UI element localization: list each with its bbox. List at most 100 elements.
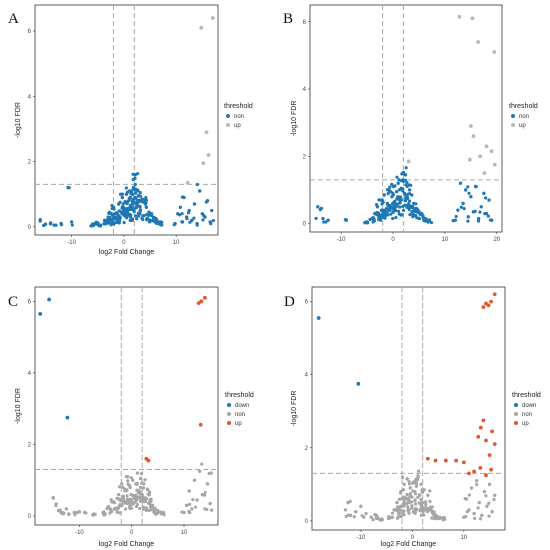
point-non bbox=[412, 509, 416, 513]
point-non bbox=[464, 515, 468, 519]
point-non bbox=[129, 189, 133, 194]
point-non bbox=[67, 512, 71, 516]
point-non bbox=[396, 511, 400, 515]
point-non bbox=[401, 488, 406, 492]
point-non bbox=[414, 202, 418, 206]
point-non bbox=[402, 504, 406, 508]
point-non bbox=[492, 497, 496, 502]
point-up bbox=[443, 458, 448, 463]
data-points bbox=[38, 295, 214, 517]
point-non bbox=[143, 478, 147, 482]
point-non bbox=[362, 515, 366, 519]
point-non bbox=[115, 510, 119, 514]
point-non bbox=[205, 482, 210, 486]
point-non bbox=[121, 209, 125, 213]
y-tick-label: 4 bbox=[28, 94, 32, 100]
point-non bbox=[136, 188, 140, 192]
panel-a: A -10 0 10 0 2 4 6 log2 Fold Change -log10 FDR thr… bbox=[8, 4, 253, 256]
point-non bbox=[472, 511, 476, 516]
point-non bbox=[144, 499, 148, 504]
point-non bbox=[346, 513, 350, 517]
point-non bbox=[441, 518, 445, 522]
point-non bbox=[388, 203, 392, 207]
point-non bbox=[474, 478, 479, 483]
point-non bbox=[397, 212, 401, 216]
point-non bbox=[133, 182, 137, 187]
point-up bbox=[199, 25, 204, 30]
point-non bbox=[145, 497, 149, 501]
x-tick-label: 20 bbox=[493, 237, 500, 243]
point-non bbox=[416, 495, 420, 499]
point-non bbox=[377, 198, 381, 202]
panel-letter: A bbox=[8, 11, 19, 27]
point-non bbox=[407, 199, 412, 203]
point-non bbox=[123, 489, 127, 493]
point-non bbox=[188, 220, 192, 224]
point-non bbox=[371, 518, 375, 522]
point-down bbox=[47, 297, 52, 302]
point-non bbox=[482, 489, 487, 494]
point-non bbox=[190, 507, 194, 511]
point-non bbox=[141, 498, 145, 502]
point-non bbox=[155, 218, 159, 222]
point-non bbox=[373, 513, 377, 517]
point-non bbox=[211, 218, 215, 223]
point-non bbox=[131, 187, 135, 191]
point-non bbox=[123, 500, 127, 504]
point-non bbox=[396, 181, 400, 185]
point-non bbox=[487, 501, 491, 505]
point-non bbox=[159, 512, 163, 516]
point-up bbox=[210, 16, 215, 20]
point-up bbox=[492, 162, 497, 167]
x-tick-label: 10 bbox=[181, 530, 188, 536]
point-up bbox=[492, 50, 497, 54]
point-up bbox=[433, 458, 438, 463]
point-non bbox=[407, 482, 412, 486]
point-non bbox=[407, 191, 412, 196]
point-non bbox=[108, 218, 112, 222]
point-non bbox=[426, 493, 430, 497]
point-non bbox=[73, 513, 77, 517]
point-non bbox=[195, 223, 199, 227]
point-non bbox=[410, 210, 414, 214]
point-non bbox=[479, 205, 483, 209]
point-non bbox=[150, 212, 154, 216]
point-non bbox=[172, 223, 176, 227]
point-up bbox=[492, 292, 497, 297]
point-non bbox=[117, 209, 121, 213]
point-non bbox=[393, 199, 397, 203]
point-non bbox=[160, 220, 164, 224]
data-points bbox=[316, 292, 497, 522]
point-non bbox=[123, 199, 127, 204]
point-non bbox=[147, 213, 151, 218]
y-axis-title: -log10 FDR bbox=[291, 391, 298, 427]
point-non bbox=[473, 209, 477, 213]
point-up bbox=[468, 124, 473, 128]
point-up bbox=[471, 134, 476, 139]
point-non bbox=[178, 205, 183, 209]
point-down bbox=[316, 316, 321, 320]
point-non bbox=[416, 208, 420, 212]
x-tick-label: -10 bbox=[337, 237, 346, 243]
point-non bbox=[398, 205, 402, 209]
point-non bbox=[403, 199, 408, 203]
y-tick-label: 6 bbox=[305, 300, 309, 306]
point-non bbox=[403, 173, 408, 177]
point-non bbox=[138, 476, 143, 481]
point-non bbox=[130, 218, 134, 223]
point-non bbox=[102, 222, 106, 226]
point-non bbox=[408, 486, 413, 490]
point-non bbox=[403, 193, 407, 197]
point-non bbox=[408, 499, 412, 503]
legend-label-non: non bbox=[234, 114, 244, 120]
point-up bbox=[490, 429, 495, 434]
point-up bbox=[482, 171, 487, 176]
point-up bbox=[206, 153, 211, 157]
y-tick-label: 2 bbox=[303, 154, 307, 160]
point-non bbox=[178, 213, 182, 217]
legend-label-non: non bbox=[519, 114, 529, 120]
point-non bbox=[185, 217, 189, 221]
point-up bbox=[484, 438, 488, 443]
point-non bbox=[148, 218, 152, 222]
point-non bbox=[134, 214, 138, 218]
